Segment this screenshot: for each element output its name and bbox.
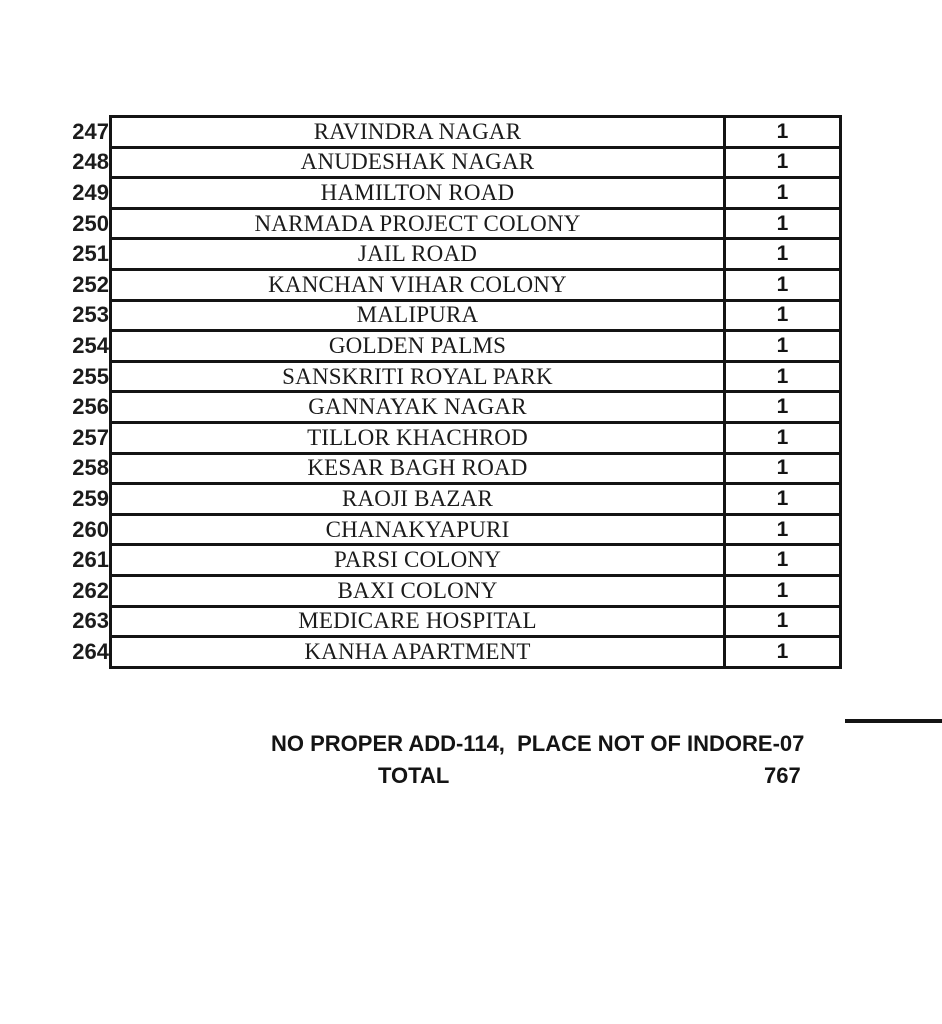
row-locality-name: MEDICARE HOSPITAL bbox=[109, 604, 726, 639]
row-serial-number: 255 bbox=[72, 363, 109, 389]
row-serial-number: 247 bbox=[72, 118, 109, 144]
row-locality-name: KESAR BAGH ROAD bbox=[109, 451, 726, 486]
row-locality-name: SANSKRITI ROYAL PARK bbox=[109, 359, 726, 394]
table-row: 258 KESAR BAGH ROAD 1 bbox=[60, 451, 842, 486]
table-row: 249 HAMILTON ROAD 1 bbox=[60, 176, 842, 210]
row-count: 1 bbox=[723, 298, 842, 333]
table-row: 252 KANCHAN VIHAR COLONY 1 bbox=[60, 267, 842, 302]
row-locality-name: GANNAYAK NAGAR bbox=[109, 390, 726, 424]
table-row: 253 MALIPURA 1 bbox=[60, 298, 842, 333]
table-row: 247 RAVINDRA NAGAR 1 bbox=[60, 115, 842, 149]
table-row: 261 PARSI COLONY 1 bbox=[60, 543, 842, 577]
table-row: 256 GANNAYAK NAGAR 1 bbox=[60, 390, 842, 424]
row-serial-number: 256 bbox=[72, 394, 109, 420]
row-serial-number: 251 bbox=[72, 241, 109, 267]
row-count: 1 bbox=[723, 420, 842, 455]
row-serial-number: 261 bbox=[72, 547, 109, 573]
row-serial-number: 252 bbox=[72, 271, 109, 297]
row-count: 1 bbox=[723, 115, 842, 149]
row-serial-number: 248 bbox=[72, 149, 109, 175]
row-locality-name: BAXI COLONY bbox=[109, 573, 726, 608]
row-count: 1 bbox=[723, 329, 842, 363]
locality-table-body: 247 RAVINDRA NAGAR 1 248 ANUDESHAK NAGAR… bbox=[60, 115, 842, 669]
row-serial-number: 262 bbox=[72, 577, 109, 603]
table-row: 254 GOLDEN PALMS 1 bbox=[60, 329, 842, 363]
row-count: 1 bbox=[723, 176, 842, 210]
table-row: 259 RAOJI BAZAR 1 bbox=[60, 482, 842, 516]
table-bottom-border-extension bbox=[845, 719, 942, 723]
row-serial-number: 254 bbox=[72, 332, 109, 358]
row-locality-name: TILLOR KHACHROD bbox=[109, 420, 726, 455]
row-locality-name: ANUDESHAK NAGAR bbox=[109, 145, 726, 180]
footer-total-value: 767 bbox=[764, 763, 801, 788]
table-row: 260 CHANAKYAPURI 1 bbox=[60, 512, 842, 547]
row-serial-number: 259 bbox=[72, 485, 109, 511]
row-count: 1 bbox=[723, 635, 842, 669]
row-count: 1 bbox=[723, 604, 842, 639]
row-locality-name: HAMILTON ROAD bbox=[109, 176, 726, 210]
row-locality-name: PARSI COLONY bbox=[109, 543, 726, 577]
row-locality-name: CHANAKYAPURI bbox=[109, 512, 726, 547]
row-locality-name: GOLDEN PALMS bbox=[109, 329, 726, 363]
row-serial-number: 257 bbox=[72, 424, 109, 450]
row-count: 1 bbox=[723, 482, 842, 516]
row-locality-name: KANCHAN VIHAR COLONY bbox=[109, 267, 726, 302]
row-count: 1 bbox=[723, 451, 842, 486]
row-locality-name: RAOJI BAZAR bbox=[109, 482, 726, 516]
footer-total-label: TOTAL bbox=[378, 763, 450, 788]
row-count: 1 bbox=[723, 237, 842, 271]
table-row: 263 MEDICARE HOSPITAL 1 bbox=[60, 604, 842, 639]
row-count: 1 bbox=[723, 145, 842, 180]
row-serial-number: 249 bbox=[72, 179, 109, 205]
locality-table-wrap: 247 RAVINDRA NAGAR 1 248 ANUDESHAK NAGAR… bbox=[60, 115, 842, 669]
row-count: 1 bbox=[723, 267, 842, 302]
row-count: 1 bbox=[723, 206, 842, 241]
table-row: 251 JAIL ROAD 1 bbox=[60, 237, 842, 271]
row-locality-name: KANHA APARTMENT bbox=[109, 635, 726, 669]
table-row: 262 BAXI COLONY 1 bbox=[60, 573, 842, 608]
row-locality-name: RAVINDRA NAGAR bbox=[109, 115, 726, 149]
row-count: 1 bbox=[723, 573, 842, 608]
row-locality-name: MALIPURA bbox=[109, 298, 726, 333]
row-count: 1 bbox=[723, 390, 842, 424]
row-serial-number: 253 bbox=[72, 302, 109, 328]
table-row: 264 KANHA APARTMENT 1 bbox=[60, 635, 842, 669]
row-count: 1 bbox=[723, 543, 842, 577]
table-row: 248 ANUDESHAK NAGAR 1 bbox=[60, 145, 842, 180]
row-count: 1 bbox=[723, 359, 842, 394]
row-serial-number: 250 bbox=[72, 210, 109, 236]
row-serial-number: 258 bbox=[72, 455, 109, 481]
row-serial-number: 263 bbox=[72, 608, 109, 634]
table-row: 250 NARMADA PROJECT COLONY 1 bbox=[60, 206, 842, 241]
table-row: 255 SANSKRITI ROYAL PARK 1 bbox=[60, 359, 842, 394]
footer-note: NO PROPER ADD-114, PLACE NOT OF INDORE-0… bbox=[271, 731, 805, 756]
row-count: 1 bbox=[723, 512, 842, 547]
row-serial-number: 260 bbox=[72, 516, 109, 542]
row-locality-name: JAIL ROAD bbox=[109, 237, 726, 271]
row-serial-number: 264 bbox=[72, 638, 109, 664]
locality-table: 247 RAVINDRA NAGAR 1 248 ANUDESHAK NAGAR… bbox=[60, 115, 842, 669]
table-row: 257 TILLOR KHACHROD 1 bbox=[60, 420, 842, 455]
row-locality-name: NARMADA PROJECT COLONY bbox=[109, 206, 726, 241]
